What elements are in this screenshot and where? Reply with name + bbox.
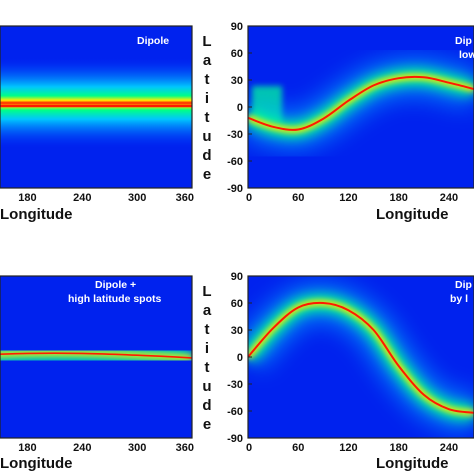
y-axis-label-letter: d (202, 397, 211, 414)
x-tick-label: 240 (73, 442, 91, 454)
y-tick-label: -30 (227, 379, 243, 391)
x-tick-label: 240 (440, 192, 458, 204)
y-axis-label-letter: i (205, 340, 209, 357)
x-tick-label: 240 (440, 442, 458, 454)
panel-annotation: Dip (455, 279, 472, 291)
x-tick-label: 0 (246, 192, 252, 204)
y-axis-label-letter: t (205, 359, 210, 376)
y-tick-label: 0 (237, 102, 243, 114)
x-tick-label: 300 (128, 192, 146, 204)
panel-annotation-line2: by l (450, 293, 468, 305)
y-tick-label: 60 (231, 298, 243, 310)
x-axis-label: Longitude (0, 206, 72, 223)
x-tick-label: 180 (389, 442, 407, 454)
x-tick-label: 360 (176, 442, 194, 454)
x-tick-label: 120 (339, 442, 357, 454)
y-axis-label-letter: u (202, 378, 211, 395)
x-tick-labels: 180 240 300 360 (18, 442, 194, 454)
panel-annotation: Dipole + (95, 279, 136, 291)
y-tick-label: 0 (237, 352, 243, 364)
x-tick-label: 60 (292, 192, 304, 204)
panel-dipole: Dipole 180 240 300 360 Longitude (0, 25, 194, 223)
y-axis-label-letter: i (205, 90, 209, 107)
x-tick-label: 240 (73, 192, 91, 204)
y-tick-label: -90 (227, 183, 243, 195)
y-tick-label: 90 (231, 271, 243, 283)
ridge-band-wide (0, 58, 192, 148)
panel-dipole-low: Dip low 90 60 30 0 -30 -60 -90 0 60 120 180 240 La… (202, 21, 474, 223)
y-tick-labels: 90 60 30 0 -30 -60 -90 (227, 271, 252, 445)
y-axis-label-letter: a (203, 302, 212, 319)
y-axis-label-letter: L (202, 283, 211, 300)
ridge-line (248, 75, 474, 131)
y-tick-labels: 90 60 30 0 -30 -60 -90 (227, 21, 252, 195)
x-axis-label: Longitude (376, 455, 448, 472)
x-tick-label: 180 (18, 442, 36, 454)
x-axis-label: Longitude (0, 455, 72, 472)
x-tick-label: 180 (389, 192, 407, 204)
y-axis-label-letter: e (203, 166, 211, 183)
panel-annotation-line2: high latitude spots (68, 293, 161, 305)
plot-frame (0, 25, 193, 189)
panel-dipole-high-latitude-spots: Dipole + high latitude spots 180 240 300 36… (0, 275, 194, 472)
y-axis-label-letter: t (205, 321, 210, 338)
y-axis-label-letter: d (202, 147, 211, 164)
y-axis-label-letter: t (205, 71, 210, 88)
y-tick-label: 30 (231, 75, 243, 87)
x-tick-label: 60 (292, 442, 304, 454)
x-tick-labels: 0 60 120 180 240 (246, 442, 458, 454)
y-tick-label: 60 (231, 48, 243, 60)
y-axis-label-letter: a (203, 52, 212, 69)
y-tick-label: -90 (227, 433, 243, 445)
x-tick-label: 120 (339, 192, 357, 204)
x-axis-label: Longitude (376, 206, 448, 223)
y-tick-label: -60 (227, 156, 243, 168)
y-tick-label: 30 (231, 325, 243, 337)
x-tick-label: 0 (246, 442, 252, 454)
y-axis-label-letter: e (203, 416, 211, 433)
panel-dipole-by: Dip by l 90 60 30 0 -30 -60 -90 0 60 120 180 240 L… (202, 271, 474, 472)
x-tick-label: 300 (128, 442, 146, 454)
y-axis-label-letter: t (205, 109, 210, 126)
panel-annotation: Dipole (137, 35, 169, 47)
y-tick-label: 90 (231, 21, 243, 33)
ridge-line (248, 301, 474, 414)
plot-frame (0, 275, 193, 439)
y-axis-label-letter: L (202, 33, 211, 50)
y-tick-label: -30 (227, 129, 243, 141)
x-tick-labels: 180 240 300 360 (18, 192, 194, 204)
x-tick-label: 360 (176, 192, 194, 204)
panel-annotation: Dip (455, 35, 472, 47)
panel-annotation-line2: low (459, 49, 474, 61)
y-axis-label-letter: u (202, 128, 211, 145)
x-tick-label: 180 (18, 192, 36, 204)
ridge-line (0, 352, 192, 359)
y-tick-label: -60 (227, 406, 243, 418)
x-tick-labels: 0 60 120 180 240 (246, 192, 458, 204)
